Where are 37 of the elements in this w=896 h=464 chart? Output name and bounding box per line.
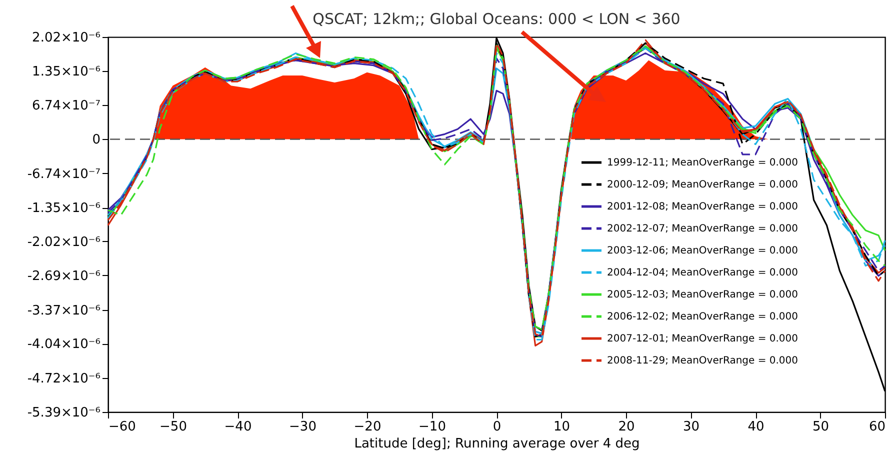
chart-title: QSCAT; 12km;; Global Oceans: 000 < LON < 360 [312,10,680,28]
x-tick-label: −50 [160,420,187,434]
x-tick-label: 30 [682,420,700,434]
y-tick-label: 0 [92,132,100,148]
legend-label: 2006-12-02; MeanOverRange = 0.000 [607,312,798,322]
legend-label: 1999-12-11; MeanOverRange = 0.000 [607,158,798,168]
y-tick-label: -4.72×10⁻⁶ [27,372,100,387]
legend-label: 2000-12-09; MeanOverRange = 0.000 [607,180,798,190]
y-tick-label: -5.39×10⁻⁶ [27,406,100,420]
legend-label: 2002-12-07; MeanOverRange = 0.000 [607,224,798,234]
legend-label: 2003-12-06; MeanOverRange = 0.000 [607,246,798,256]
x-axis-title: Latitude [deg]; Running average over 4 deg [354,436,640,452]
y-tick-label: -4.04×10⁻⁶ [27,337,100,352]
y-tick-label: 6.74×10⁻⁷ [32,98,100,114]
x-tick-label: −20 [354,420,382,434]
x-tick-label: −10 [418,420,446,434]
y-tick-label: 2.02×10⁻⁶ [32,30,100,46]
legend-label: 2007-12-01; MeanOverRange = 0.000 [607,334,798,344]
legend-label: 2005-12-03; MeanOverRange = 0.000 [607,290,798,300]
y-tick-label: -3.37×10⁻⁶ [27,303,100,318]
x-tick-label: 60 [868,420,886,434]
x-tick-label: 10 [553,420,570,434]
x-tick-label: 20 [618,420,635,434]
x-tick-label: 0 [492,420,502,434]
y-tick-label: 1.35×10⁻⁶ [32,64,100,80]
y-tick-label: -1.35×10⁻⁶ [27,201,100,216]
legend-label: 2008-11-29; MeanOverRange = 0.000 [607,356,798,366]
x-tick-label: −40 [224,420,252,434]
x-tick-label: 50 [812,420,830,434]
y-tick-label: -2.69×10⁻⁶ [27,268,100,284]
x-tick-label: −30 [289,420,316,434]
legend-label: 2004-12-04; MeanOverRange = 0.000 [607,268,798,278]
x-tick-label: 40 [748,420,764,434]
y-tick-label: -2.02×10⁻⁶ [27,234,100,250]
y-tick-label: -6.74×10⁻⁷ [27,166,100,182]
legend-label: 2001-12-08; MeanOverRange = 0.000 [607,202,798,212]
x-tick-label: −60 [108,420,136,434]
